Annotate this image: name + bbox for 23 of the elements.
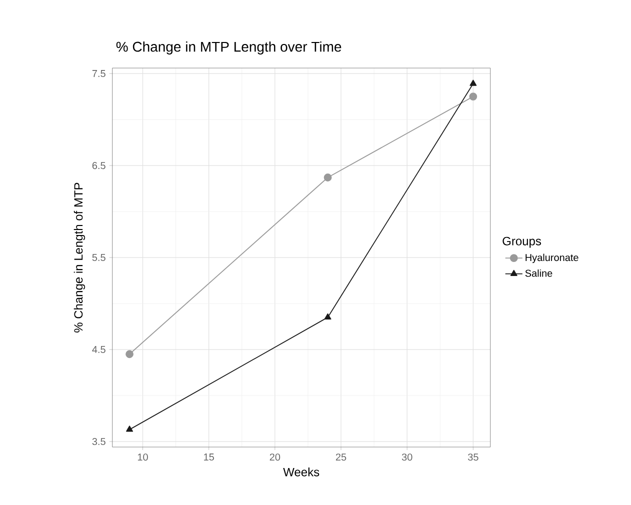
y-tick-label: 6.5 (92, 162, 106, 170)
point (324, 174, 332, 182)
x-tick-label: 15 (204, 454, 214, 461)
x-tick-label: 20 (270, 454, 280, 461)
point (324, 313, 332, 320)
y-tick-label: 7.5 (92, 70, 106, 78)
point (469, 92, 478, 100)
y-tick-label: 3.5 (92, 438, 106, 446)
legend-title: Groups (502, 236, 542, 248)
legend-label: Hyaluronate (526, 254, 578, 264)
x-tick-label: 30 (402, 454, 412, 461)
y-axis-title: % Change in Length of MTP (74, 182, 86, 332)
point (126, 426, 134, 432)
y-tick-label: 4.5 (92, 346, 106, 354)
x-axis-title: Weeks (283, 468, 320, 476)
x-tick-label: 35 (468, 454, 478, 461)
y-tick-label: 5.5 (92, 254, 106, 262)
x-tick-label: 10 (138, 454, 148, 461)
point (470, 80, 477, 86)
chart-title: % Change in MTP Length over Time (116, 41, 342, 54)
legend-label: Saline (525, 269, 552, 277)
x-tick-label: 25 (336, 454, 346, 461)
point (126, 350, 134, 358)
